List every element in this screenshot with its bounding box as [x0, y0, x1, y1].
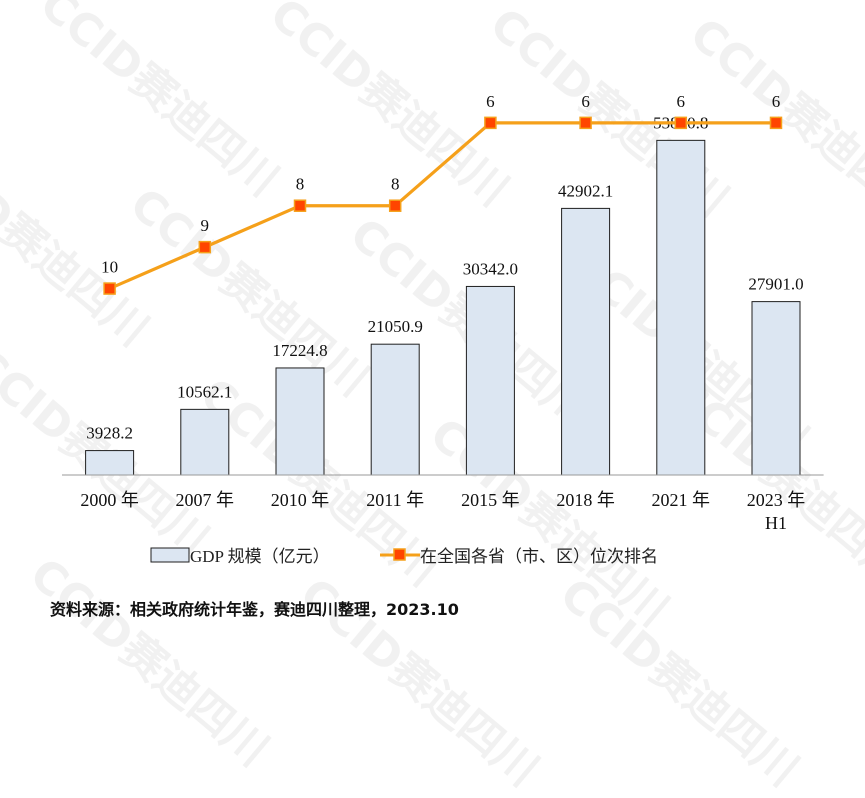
x-tick-label-6: 2021 年 — [652, 490, 711, 510]
x-tick-label-7: 2023 年 — [747, 490, 806, 510]
bar-value-label-5: 42902.1 — [558, 181, 613, 200]
rank-marker-1 — [198, 240, 212, 254]
x-tick-label-7-line2: H1 — [765, 513, 787, 533]
bar-6 — [656, 139, 706, 476]
gdp-rank-chart: 3928.2 2000 年 10562.1 2007 年 17224.8 2010 年 21… — [62, 92, 824, 533]
x-tick-label-3: 2011 年 — [366, 490, 424, 510]
rank-marker-5 — [579, 116, 592, 130]
legend-gdp: GDP 规模（亿元） — [150, 542, 330, 567]
legend-gdp-swatch — [150, 547, 190, 562]
rank-value-label-3: 8 — [391, 175, 400, 194]
bar-0 — [85, 450, 135, 476]
rank-value-label-7: 6 — [772, 92, 781, 111]
bar-value-label-7: 27901.0 — [748, 275, 803, 294]
bars-layer — [85, 139, 801, 476]
bar-2 — [275, 367, 325, 476]
bar-5 — [561, 207, 611, 476]
x-tick-label-5: 2018 年 — [556, 490, 615, 510]
rank-value-label-2: 8 — [296, 175, 305, 194]
bar-value-label-3: 21050.9 — [368, 317, 423, 336]
bar-3 — [370, 343, 420, 476]
bar-4 — [465, 285, 515, 476]
rank-marker-3 — [388, 199, 402, 212]
rank-marker-4 — [484, 116, 497, 130]
bar-7 — [751, 301, 801, 476]
x-tick-label-4: 2015 年 — [461, 490, 520, 510]
rank-marker-6 — [674, 116, 688, 130]
rank-value-label-0: 10 — [101, 258, 118, 277]
legend-gdp-label: GDP 规模（亿元） — [190, 547, 330, 566]
rank-marker-0 — [103, 282, 116, 295]
x-tick-label-0: 2000 年 — [80, 490, 139, 510]
legend-rank-swatch — [380, 547, 420, 561]
bar-value-label-0: 3928.2 — [86, 424, 133, 443]
legend-rank-label: 在全国各省（市、区）位次排名 — [420, 547, 658, 566]
bar-value-label-4: 30342.0 — [463, 259, 518, 278]
rank-value-label-1: 9 — [201, 216, 210, 235]
bar-1 — [180, 408, 230, 476]
bar-value-label-1: 10562.1 — [177, 382, 232, 401]
line-layer: 10 9 8 8 6 6 6 6 — [101, 92, 783, 295]
rank-line — [108, 121, 776, 291]
rank-marker-7 — [769, 116, 783, 130]
source-note: 资料来源：相关政府统计年鉴，赛迪四川整理，2023.10 — [50, 600, 459, 619]
x-tick-label-1: 2007 年 — [176, 490, 235, 510]
rank-value-label-6: 6 — [677, 92, 686, 111]
rank-value-label-5: 6 — [581, 92, 590, 111]
legend-rank: 在全国各省（市、区）位次排名 — [380, 542, 658, 567]
rank-value-label-4: 6 — [486, 92, 495, 111]
x-tick-label-2: 2010 年 — [271, 490, 330, 510]
labels-layer: 3928.2 2000 年 10562.1 2007 年 17224.8 2010 年 21… — [80, 113, 805, 533]
rank-marker-2 — [293, 199, 307, 212]
bar-value-label-2: 17224.8 — [272, 341, 327, 360]
